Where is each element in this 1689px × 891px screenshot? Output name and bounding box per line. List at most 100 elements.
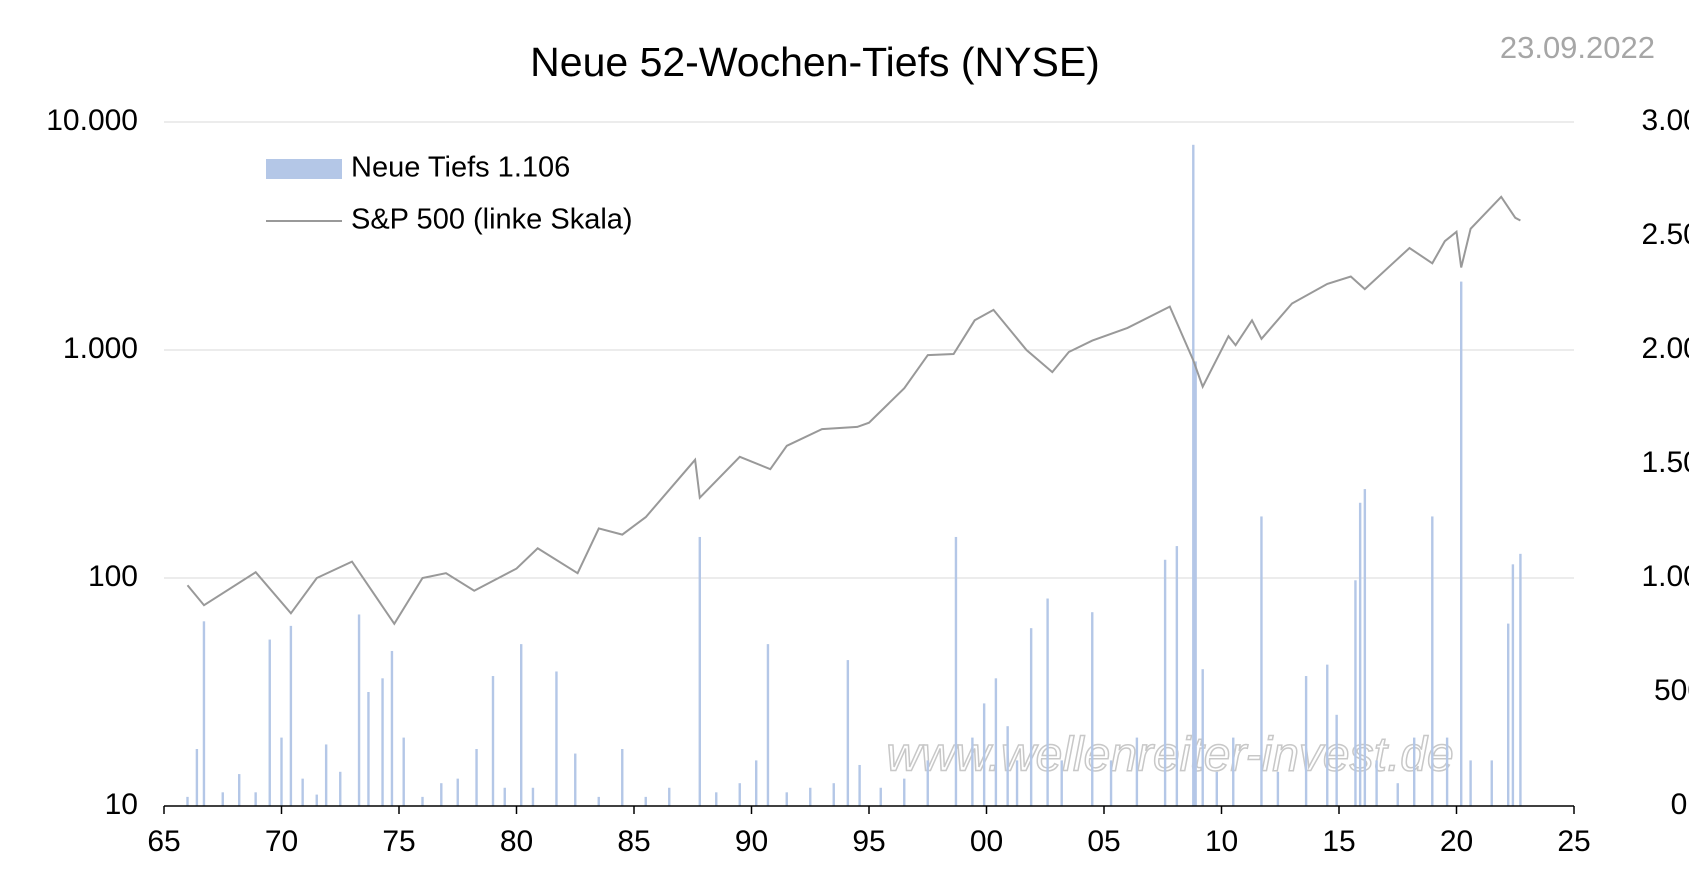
bar — [503, 787, 506, 806]
x-tick-label: 20 — [1440, 825, 1473, 858]
y-tick-label: 1.000 — [63, 332, 138, 365]
bar — [1109, 760, 1113, 806]
bar — [1304, 676, 1308, 806]
bar — [982, 703, 986, 806]
y-tick-label: 10 — [105, 788, 138, 821]
bar — [1175, 546, 1179, 806]
legend-label: Neue Tiefs 1.106 — [351, 152, 570, 184]
bar — [1215, 771, 1218, 806]
x-tick-label: 95 — [852, 825, 885, 858]
bar — [520, 644, 523, 806]
bar — [381, 678, 384, 806]
bar — [698, 536, 701, 806]
bar — [1469, 760, 1472, 806]
bar — [324, 744, 328, 806]
bar — [994, 678, 998, 806]
bar — [574, 753, 577, 806]
chart-title: Neue 52-Wochen-Tiefs (NYSE) — [530, 39, 1100, 85]
bar — [186, 796, 189, 806]
bar — [668, 787, 671, 806]
line — [186, 195, 1521, 626]
legend-label: S&P 500 (linke Skala) — [351, 204, 633, 236]
bar — [1358, 502, 1362, 806]
bar — [402, 737, 405, 806]
bar — [1507, 623, 1510, 806]
bar — [1396, 783, 1399, 806]
bar — [421, 796, 424, 806]
bar — [195, 749, 199, 806]
bar — [280, 737, 283, 806]
x-tick-label: 85 — [617, 825, 650, 858]
bar — [738, 783, 741, 806]
y-tick-label: 10.000 — [46, 104, 138, 137]
bar — [1015, 760, 1019, 806]
y2-tick-label: 1.000 — [1641, 560, 1689, 593]
bar — [301, 778, 304, 806]
x-tick-label: 80 — [500, 825, 533, 858]
bar — [644, 796, 647, 806]
bar — [785, 792, 788, 806]
x-tick-label: 65 — [147, 825, 180, 858]
y2-tick-label: 3.000 — [1641, 104, 1689, 137]
bar — [1232, 737, 1235, 806]
y2-tick-label: 2.500 — [1641, 218, 1689, 251]
bar — [1046, 598, 1049, 806]
y2-tick-label: 500 — [1654, 674, 1689, 707]
bar — [531, 787, 535, 806]
bar — [1276, 771, 1280, 806]
x-tick-label: 90 — [735, 825, 768, 858]
bar — [954, 536, 958, 806]
bar — [1192, 144, 1195, 807]
bar — [1375, 760, 1378, 806]
bar — [1163, 559, 1167, 806]
bar — [715, 792, 718, 806]
bar — [597, 796, 600, 806]
bar — [1135, 737, 1139, 806]
y2-tick-label: 1.500 — [1641, 446, 1689, 479]
bar — [1511, 564, 1515, 806]
bar — [1335, 714, 1338, 806]
bar — [1431, 516, 1434, 806]
bar — [621, 749, 624, 806]
x-tick-label: 15 — [1322, 825, 1355, 858]
bar — [1460, 281, 1463, 807]
bar — [1363, 489, 1367, 806]
bar — [367, 692, 370, 806]
bar — [1260, 516, 1263, 806]
x-tick-label: 25 — [1557, 825, 1590, 858]
bar — [1354, 580, 1357, 806]
bar — [971, 737, 974, 806]
bar — [903, 778, 906, 806]
bar — [766, 644, 770, 806]
bar — [926, 760, 929, 806]
x-tick-label: 75 — [382, 825, 415, 858]
bar — [1519, 553, 1522, 806]
bar — [357, 614, 361, 806]
x-tick-label: 10 — [1205, 825, 1238, 858]
bar — [1006, 726, 1009, 806]
y2-tick-label: 2.000 — [1641, 332, 1689, 365]
y-tick-label: 100 — [88, 560, 138, 593]
bar — [846, 660, 850, 806]
bar — [1201, 669, 1204, 806]
bar — [315, 794, 318, 806]
bar — [1326, 664, 1329, 806]
bar — [221, 792, 224, 806]
bar — [1194, 361, 1197, 806]
bar — [491, 676, 495, 806]
bar — [832, 783, 835, 806]
x-tick-label: 05 — [1087, 825, 1120, 858]
bar — [202, 621, 206, 806]
bar — [254, 792, 257, 806]
legend-swatch — [266, 159, 342, 179]
bar — [289, 625, 293, 806]
bar — [879, 787, 882, 806]
x-tick-label: 00 — [970, 825, 1003, 858]
date-label: 23.09.2022 — [1500, 30, 1655, 65]
bar — [1029, 628, 1033, 806]
bar — [858, 764, 861, 806]
x-tick-label: 70 — [265, 825, 298, 858]
bar — [268, 639, 271, 806]
bar — [1091, 612, 1094, 806]
